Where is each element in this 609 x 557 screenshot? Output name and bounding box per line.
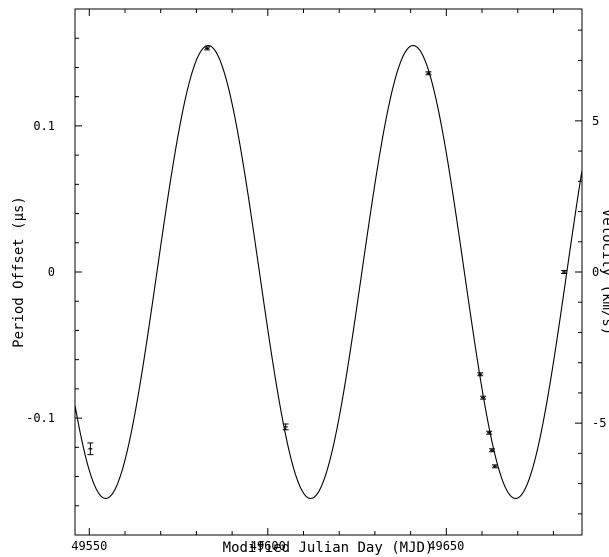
data-point (282, 423, 289, 431)
data-point (491, 464, 498, 469)
tick-labels: 49550 49600 49650 -0.1 0 0.1 -5 0 5 (26, 114, 606, 553)
y2-tick-label: 5 (592, 114, 599, 128)
x-tick-label: 49600 (250, 539, 286, 553)
data-point (486, 430, 493, 435)
plot-frame (74, 8, 583, 536)
x-tick-label: 49650 (428, 539, 464, 553)
y-tick-label: 0 (48, 265, 55, 279)
data-point (561, 270, 568, 274)
y-axis-title: Period Offset (μs) (11, 196, 27, 348)
model-curve (74, 44, 583, 500)
y-tick-label: 0.1 (33, 119, 55, 133)
y2-tick-label: -5 (592, 416, 606, 430)
data-point (87, 442, 94, 456)
ticks-layer (75, 8, 582, 536)
x-tick-label: 49550 (71, 539, 107, 553)
y2-tick-label: 0 (592, 265, 599, 279)
data-points (87, 46, 568, 469)
data-point (204, 46, 211, 51)
data-point (425, 71, 432, 76)
data-point (477, 372, 484, 377)
data-point (480, 395, 487, 400)
x-axis-title: Modified Julian Day (MJD) (223, 540, 434, 556)
data-point (489, 448, 496, 453)
y-tick-label: -0.1 (26, 411, 55, 425)
y2-axis-title: Velocity (km/s) (599, 209, 609, 335)
